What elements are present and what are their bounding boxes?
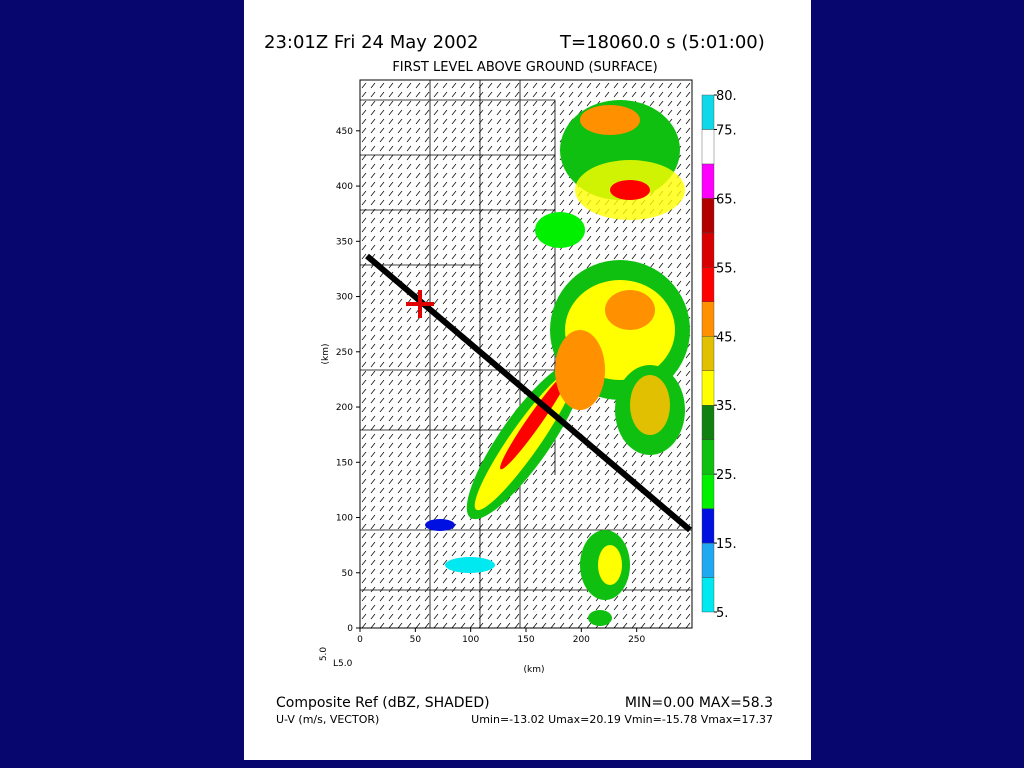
echo [535, 212, 585, 248]
reflectivity [425, 100, 690, 626]
y-tick-label: 350 [336, 237, 353, 247]
level-label: L5.0 [333, 659, 353, 669]
echo [598, 545, 622, 585]
colorbar-label: 15. [716, 537, 737, 552]
model-time: T=18060.0 s (5:01:00) [559, 32, 765, 53]
y-axis-label: (km) [321, 343, 331, 364]
vector-stats: Umin=-13.02 Umax=20.19 Vmin=-15.78 Vmax=… [471, 713, 773, 726]
colorbar-swatch [701, 439, 715, 475]
vector-label: U-V (m/s, VECTOR) [276, 713, 379, 726]
colorbar-swatch [701, 336, 715, 371]
x-tick-label: 250 [628, 635, 645, 645]
field-range: MIN=0.00 MAX=58.3 [625, 695, 773, 711]
x-tick-label: 100 [462, 635, 479, 645]
y-tick-label: 450 [336, 127, 353, 137]
y-tick-label: 400 [336, 182, 353, 192]
y-tick-label: 0 [347, 624, 353, 634]
echo [425, 519, 455, 531]
echo [610, 180, 650, 200]
colorbar-label: 5. [716, 606, 728, 621]
echo [580, 105, 640, 135]
x-tick-label: 50 [410, 635, 422, 645]
colorbar-swatch [701, 370, 715, 406]
time-label: 23:01Z Fri 24 May 2002 [264, 32, 478, 53]
y-tick-label: 300 [336, 293, 353, 303]
x-axis-label: (km) [523, 665, 544, 675]
y-tick-label: 50 [342, 569, 354, 579]
colorbar-swatch [701, 542, 715, 578]
colorbar-swatch [701, 232, 715, 268]
colorbar-swatch [701, 94, 715, 130]
plot-area [359, 79, 693, 629]
y-tick-label: 100 [336, 514, 353, 524]
colorbar-label: 65. [716, 192, 737, 207]
field-label: Composite Ref (dBZ, SHADED) [276, 695, 490, 711]
colorbar-swatch [701, 508, 715, 544]
x-tick-label: 150 [517, 635, 534, 645]
colorbar-label: 35. [716, 399, 737, 414]
y-tick-label: 200 [336, 403, 353, 413]
colorbar-swatch [701, 163, 715, 199]
colorbar-swatch [701, 301, 715, 337]
echo [588, 610, 612, 626]
echo [445, 557, 495, 573]
location-marker [406, 290, 434, 318]
colorbar-swatch [701, 473, 715, 509]
y-tick-label: 150 [336, 458, 353, 468]
colorbar-label: 45. [716, 330, 737, 345]
colorbar-swatch [701, 129, 715, 165]
colorbar-swatch [701, 198, 715, 234]
colorbar-label: 25. [716, 468, 737, 483]
x-tick-label: 0 [357, 635, 363, 645]
colorbar-label: 55. [716, 261, 737, 276]
y-tick-label: 250 [336, 348, 353, 358]
colorbar-label: 80. [716, 89, 737, 104]
colorbar-swatch [701, 577, 715, 613]
echo [630, 375, 670, 435]
level-value: 5.0 [319, 647, 329, 662]
subtitle: FIRST LEVEL ABOVE GROUND (SURFACE) [392, 60, 657, 75]
echo [500, 370, 570, 470]
colorbar-swatch [701, 267, 715, 303]
colorbar-swatch [701, 405, 715, 440]
colorbar-label: 75. [716, 123, 737, 138]
echo [555, 330, 605, 410]
x-tick-label: 200 [573, 635, 590, 645]
echo [605, 290, 655, 330]
